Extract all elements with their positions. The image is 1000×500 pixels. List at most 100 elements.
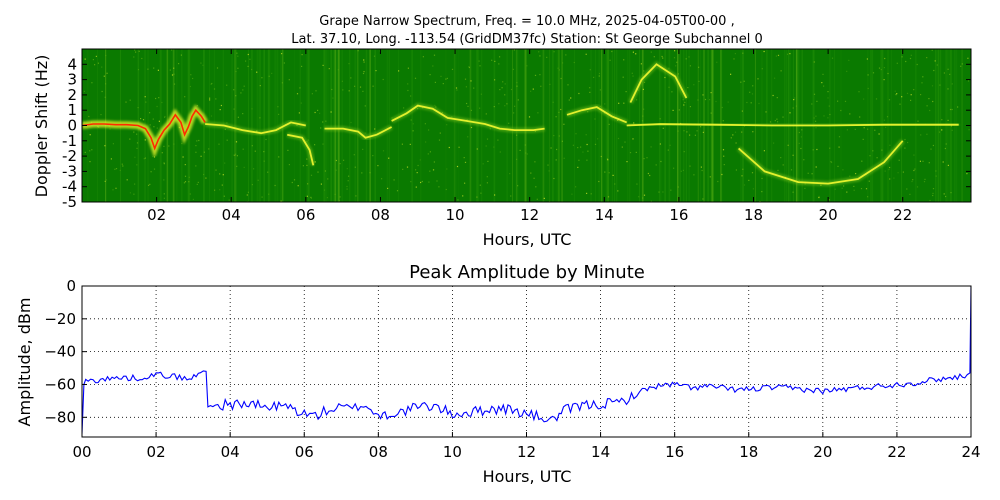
- spectrogram-noise-streak: [961, 49, 964, 202]
- spectrogram-speckle: [578, 92, 580, 95]
- spectrogram-noise-streak: [453, 49, 455, 202]
- spectrogram-speckle: [928, 162, 930, 164]
- spectrogram-speckle: [939, 84, 941, 86]
- spectrogram-speckle: [317, 109, 319, 111]
- spectrogram-speckle: [307, 139, 309, 141]
- spectrogram-speckle: [961, 63, 963, 65]
- spectrogram-speckle: [359, 86, 362, 88]
- spectrogram-speckle: [237, 67, 239, 69]
- spectrogram-speckle: [931, 49, 933, 51]
- spectrogram-speckle: [878, 133, 880, 135]
- spectrogram-speckle: [910, 99, 912, 101]
- spectrogram-noise-streak: [349, 49, 351, 202]
- spectrogram-speckle: [353, 154, 355, 156]
- spectrogram-speckle: [138, 50, 140, 52]
- spectrogram-speckle: [456, 165, 459, 168]
- spectrogram-speckle: [623, 102, 625, 104]
- spectrogram-noise-streak: [374, 49, 376, 202]
- spectrogram-speckle: [433, 161, 435, 163]
- spectrogram-speckle: [144, 139, 146, 141]
- spectrogram-speckle: [800, 136, 802, 138]
- spectrogram-speckle: [233, 154, 235, 156]
- spectrogram-speckle: [709, 176, 711, 178]
- spectrogram-speckle: [274, 184, 276, 187]
- spectrogram-speckle: [369, 172, 371, 174]
- spectrogram-noise-streak: [606, 49, 609, 202]
- spectrogram-speckle: [687, 87, 689, 89]
- spectrogram-speckle: [261, 77, 263, 79]
- spectrogram-noise-streak: [605, 49, 608, 202]
- spectrogram-speckle: [374, 128, 376, 130]
- spectrogram-speckle: [600, 155, 602, 158]
- spectrogram-speckle: [741, 175, 743, 177]
- spectrogram-speckle: [259, 85, 261, 87]
- spectrogram-speckle: [904, 138, 906, 141]
- spectrogram-speckle: [598, 75, 600, 77]
- spectrogram-speckle: [702, 131, 704, 133]
- spectrogram-speckle: [161, 101, 163, 104]
- spectrogram-speckle: [278, 156, 280, 158]
- spectrogram-speckle: [480, 93, 482, 95]
- spectrogram-speckle: [240, 92, 242, 94]
- spectrogram-speckle: [641, 120, 644, 122]
- spectrogram-speckle: [158, 120, 160, 122]
- spectrogram-speckle: [375, 70, 377, 72]
- spectrogram-noise-streak: [601, 49, 603, 202]
- spectrogram-speckle: [235, 141, 238, 143]
- spectrogram-speckle: [171, 49, 173, 51]
- spectrogram-speckle: [669, 144, 671, 146]
- spectrogram-speckle: [677, 73, 679, 75]
- spectrogram-speckle: [919, 160, 921, 162]
- spectrogram-speckle: [599, 89, 601, 91]
- spectrogram-y-tick-label: -5: [62, 193, 77, 211]
- spectrogram-speckle: [251, 68, 253, 71]
- spectrogram-speckle: [643, 108, 645, 110]
- spectrogram-speckle: [943, 193, 945, 195]
- spectrogram-speckle: [748, 179, 750, 181]
- spectrogram-speckle: [557, 67, 559, 69]
- spectrogram-speckle: [101, 66, 103, 68]
- spectrogram-speckle: [237, 116, 239, 118]
- spectrogram-speckle: [364, 132, 366, 134]
- spectrogram-speckle: [173, 73, 175, 75]
- spectrogram-noise-streak: [357, 49, 359, 202]
- spectrogram-speckle: [674, 50, 676, 52]
- spectrogram-speckle: [694, 134, 696, 136]
- spectrogram-noise-streak: [354, 49, 357, 202]
- spectrogram-speckle: [702, 198, 704, 200]
- spectrogram-speckle: [164, 115, 166, 118]
- spectrogram-speckle: [516, 85, 518, 87]
- spectrogram-speckle: [373, 55, 376, 57]
- spectrogram-speckle: [346, 185, 348, 188]
- spectrogram-noise-streak: [248, 49, 249, 202]
- spectrogram-speckle: [916, 186, 919, 188]
- spectrogram-noise-streak: [307, 49, 309, 202]
- spectrogram-speckle: [214, 189, 216, 191]
- spectrogram-speckle: [133, 56, 135, 58]
- spectrogram-noise-streak: [557, 49, 560, 202]
- spectrogram-speckle: [265, 138, 267, 141]
- spectrogram-speckle: [178, 63, 180, 65]
- spectrogram-speckle: [830, 161, 832, 163]
- spectrogram-speckle: [104, 96, 106, 98]
- spectrogram-speckle: [468, 66, 470, 69]
- spectrogram-speckle: [621, 146, 623, 148]
- spectrogram-x-tick-label: 06: [296, 206, 315, 224]
- spectrogram-speckle: [209, 99, 211, 101]
- spectrogram-speckle: [763, 150, 765, 152]
- spectrogram-speckle: [608, 123, 610, 125]
- spectrogram-speckle: [750, 102, 752, 104]
- spectrogram-y-tick-label: -3: [62, 162, 77, 180]
- spectrogram-speckle: [429, 170, 431, 172]
- spectrogram-speckle: [675, 65, 677, 67]
- spectrogram-noise-streak: [607, 49, 609, 202]
- spectrogram-speckle: [560, 108, 562, 111]
- spectrogram-speckle: [310, 196, 312, 198]
- spectrogram-speckle: [893, 177, 895, 179]
- spectrogram-speckle: [945, 195, 947, 198]
- spectrogram-speckle: [136, 147, 138, 149]
- spectrogram-speckle: [931, 85, 934, 87]
- spectrogram-speckle: [320, 127, 322, 129]
- spectrogram-noise-streak: [475, 49, 478, 202]
- spectrogram-speckle: [149, 124, 151, 126]
